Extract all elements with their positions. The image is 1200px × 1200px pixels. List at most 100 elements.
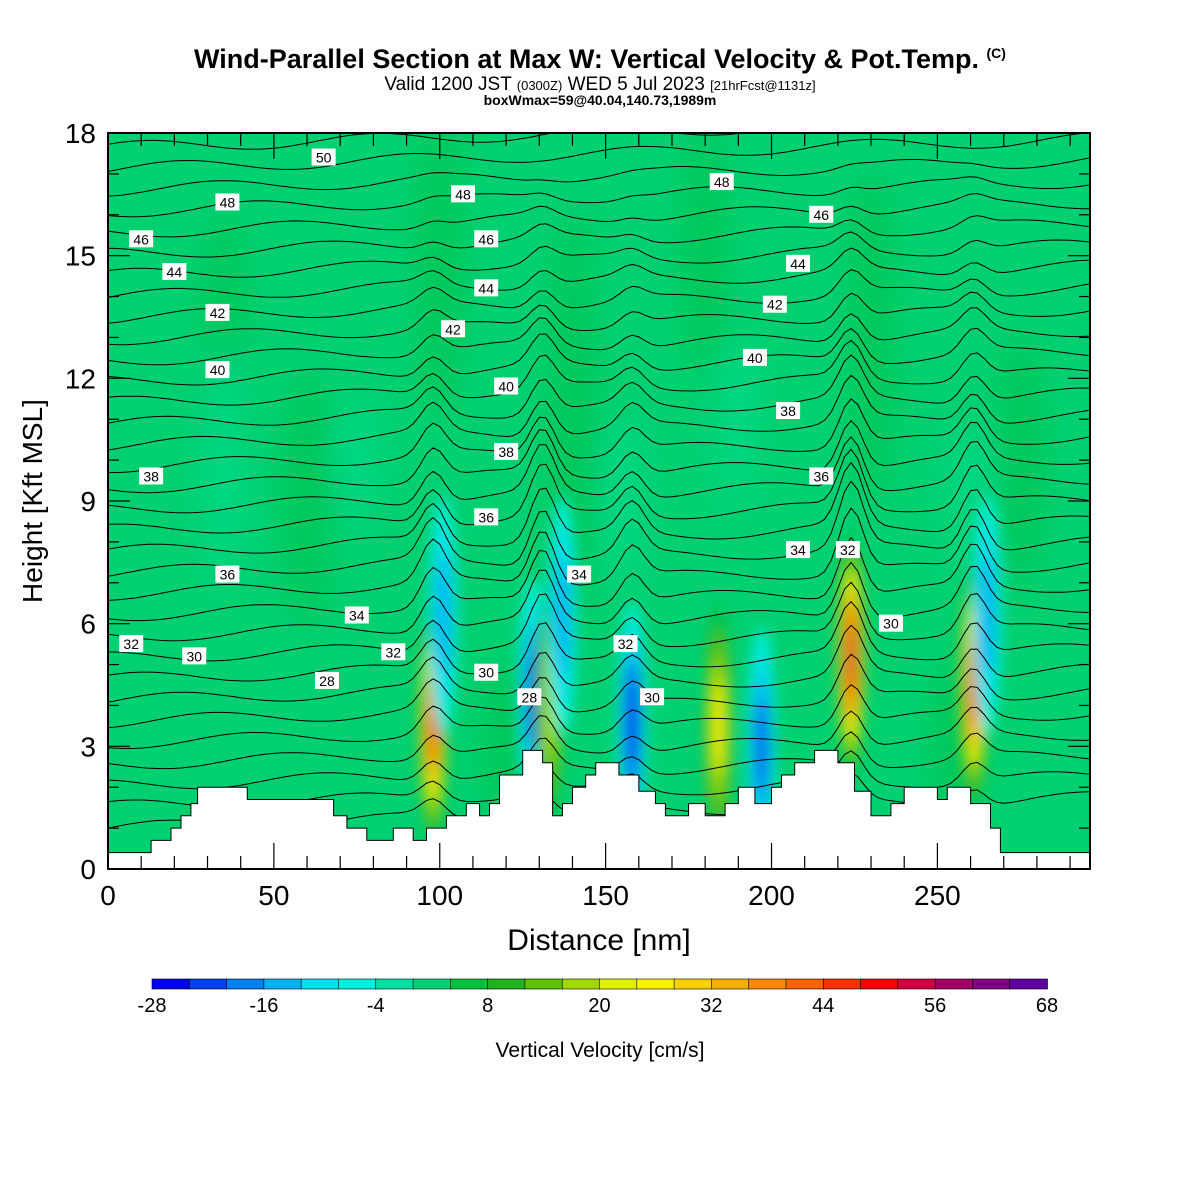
isentrope-label: 30 [182,647,207,665]
colorbar-tick-label: -4 [367,995,385,1017]
isentrope-line [108,269,1090,324]
terrain-mask [107,749,1091,870]
isentrope-label: 44 [786,254,811,272]
colorbar-tick-label: 44 [812,995,834,1017]
isentrope-label: 36 [474,508,499,526]
isentrope-label: 44 [474,279,499,297]
isentrope-line [108,684,1090,750]
weak-updraft-band [289,378,326,624]
isentrope-label-box [640,688,665,706]
isentrope-label: 34 [567,565,592,583]
isentrope-label: 50 [311,148,336,166]
isentrope-label-box [215,193,240,211]
colorbar-cell [375,978,414,990]
velocity-field-texture [206,133,1039,829]
isentrope-line [108,327,1090,386]
colorbar-cell [785,978,825,990]
isentrope-line [108,624,1090,703]
isentrope-label: 32 [119,635,144,653]
isentrope-label-box [129,230,154,248]
colorbar-cell [188,978,228,990]
isentrope-label: 28 [517,688,542,706]
isentrope-label-text: 48 [714,174,730,190]
isentrope-line [108,247,1090,298]
y-tick-label: 6 [80,609,96,640]
isentrope-label: 40 [205,361,230,379]
colorbar-cell [636,978,675,990]
chart-title-text: Wind-Parallel Section at Max W: Vertical… [194,44,979,74]
isentrope-label-text: 40 [747,350,763,366]
velocity-cell-updraft-6 [712,677,725,774]
weak-updraft-band [687,133,724,379]
isentrope-label: 30 [474,663,499,681]
isentrope-label: 48 [709,173,734,191]
y-tick-label: 15 [65,241,96,272]
colorbar-tick-label: 8 [482,995,493,1017]
colorbar-cell [487,978,526,990]
isentrope-label-text: 42 [767,297,783,313]
isentrope-label-box [878,614,903,632]
colorbar-tick-label: 20 [588,995,610,1017]
isentropes [108,133,1090,830]
weak-updraft-band [421,133,458,420]
velocity-cell-downdraft-7 [755,698,768,795]
isentrope-label: 40 [494,377,519,395]
box-info: boxWmax=59@40.04,140.73,1989m [483,92,717,108]
colorbar-cell [1009,978,1048,990]
isentrope-label-box [314,671,339,689]
isentrope-label-box [381,643,406,661]
isentrope-label-box [762,295,787,313]
isentrope-label-text: 46 [478,231,494,247]
x-tick-label: 100 [416,880,463,911]
isentrope-line [108,193,1090,238]
isentrope-label-text: 32 [618,636,634,652]
colorbar-cell [151,978,191,990]
isentrope-line [108,176,1090,218]
x-tick-label: 50 [258,880,289,911]
isentrope-label-text: 42 [210,305,226,321]
colorbar-cell [226,978,265,990]
valid-time-line: Valid 1200 JST (0300Z) WED 5 Jul 2023 [2… [0,74,1200,96]
isentrope-line [108,436,1090,514]
isentrope-label-text: 44 [167,264,183,280]
isentrope-label: 44 [162,263,187,281]
isentrope-label-text: 28 [522,689,538,705]
isentrope-label: 42 [441,320,466,338]
isentrope-label-box [494,377,519,395]
colorbar-tick-label: 56 [924,995,946,1017]
isentrope-label-box [742,348,767,366]
isentrope-label-text: 38 [780,403,796,419]
valid-utc: (0300Z) [516,78,563,93]
colorbar-cell [338,978,377,990]
isentrope-line [108,157,1090,197]
isentrope-line [108,307,1090,366]
isentrope-label-text: 30 [883,616,899,632]
isentrope-label-box [215,565,240,583]
colorbar-cell [599,978,638,990]
x-tick-label: 250 [914,880,961,911]
isentrope-line [108,480,1090,577]
isentrope-label-text: 46 [813,207,829,223]
colorbar-cell [711,978,750,990]
isentrope-label-box [494,442,519,460]
colorbar-tick-label: -16 [249,995,278,1017]
x-tick-label: 200 [748,880,795,911]
weak-downdraft-band [210,337,239,583]
isentrope-label: 46 [809,205,834,223]
isentrope-line [108,706,1090,770]
y-tick-label: 18 [65,118,96,149]
isentrope-label-text: 36 [813,468,829,484]
isentrope-label-box [182,647,207,665]
isentrope-label: 38 [776,402,801,420]
isentrope-line [108,536,1090,622]
isentrope-label-box [474,230,499,248]
isentrope-labels: 50 48 48 48 46 46 46 44 44 44 42 42 42 40 40 40 38 38 38 36… [119,148,903,706]
isentrope-line [108,133,746,150]
isentrope-label-text: 34 [571,567,587,583]
isentrope-line [108,507,1090,601]
isentrope-label-box [441,320,466,338]
isentrope-line [108,215,1090,258]
